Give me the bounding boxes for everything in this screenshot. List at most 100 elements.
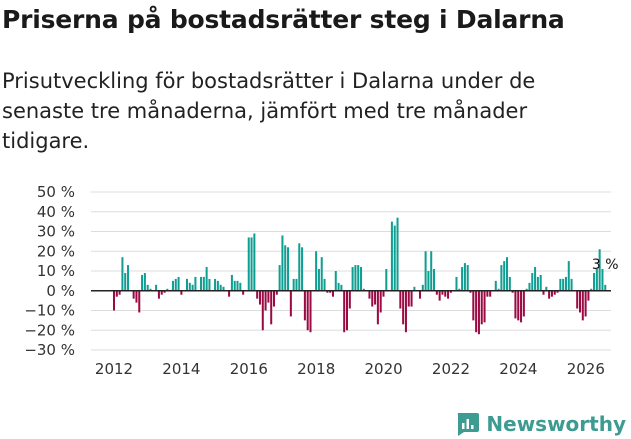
- bar: [309, 290, 312, 333]
- bar: [477, 290, 480, 335]
- bar: [230, 274, 233, 291]
- y-tick-label: 40 %: [37, 203, 75, 221]
- bar: [536, 276, 539, 291]
- y-tick-label: −10 %: [24, 302, 75, 320]
- bar: [351, 267, 354, 291]
- bar: [264, 290, 267, 311]
- bar: [525, 288, 528, 291]
- bar: [194, 276, 197, 291]
- bar: [584, 290, 587, 317]
- y-tick-label: −20 %: [24, 321, 75, 339]
- bar: [430, 251, 433, 291]
- bar: [368, 290, 371, 299]
- bar: [458, 288, 461, 291]
- bar: [157, 290, 160, 299]
- bar: [374, 290, 377, 305]
- bar: [444, 290, 447, 297]
- bar: [174, 278, 177, 291]
- bar: [441, 290, 444, 295]
- bar: [267, 290, 270, 303]
- brand-name: Newsworthy: [486, 411, 626, 436]
- bar: [503, 261, 506, 291]
- bar: [258, 290, 261, 305]
- newsworthy-brand: Newsworthy: [455, 411, 626, 436]
- bar: [590, 288, 593, 291]
- bar: [155, 284, 158, 291]
- bar: [494, 280, 497, 291]
- bar: [522, 290, 525, 317]
- bar: [505, 257, 509, 291]
- bar: [326, 290, 329, 293]
- bar: [200, 276, 203, 291]
- x-tick-label: 2024: [499, 360, 537, 378]
- bar: [298, 243, 301, 291]
- bar: [216, 280, 219, 291]
- bar: [278, 265, 281, 291]
- bar: [562, 278, 565, 291]
- bar: [438, 290, 441, 301]
- x-tick-label: 2022: [432, 360, 470, 378]
- bar: [418, 290, 421, 299]
- bar: [447, 290, 450, 299]
- bar: [475, 290, 478, 333]
- bar: [598, 249, 601, 291]
- bar: [202, 276, 205, 291]
- bar: [455, 276, 458, 291]
- bar: [508, 276, 511, 291]
- bar: [329, 290, 332, 293]
- bar: [250, 237, 253, 291]
- bar: [570, 278, 573, 291]
- bar: [295, 278, 298, 291]
- bar: [112, 290, 116, 311]
- gridlines: [91, 191, 611, 351]
- bar: [421, 284, 424, 291]
- bar: [132, 290, 135, 299]
- bar: [489, 290, 492, 297]
- bar: [180, 290, 183, 295]
- bar: [576, 290, 579, 309]
- bar: [146, 284, 149, 291]
- bar: [483, 290, 486, 323]
- bar: [228, 290, 231, 297]
- bar: [222, 286, 225, 291]
- chart-title: Priserna på bostadsrätter steg i Dalarna: [2, 5, 565, 34]
- bar: [511, 290, 514, 293]
- bar: [239, 282, 242, 291]
- bar: [433, 269, 436, 291]
- bar: [548, 290, 551, 299]
- y-axis-tick-labels: −30 % −20 %−10 % 0 % 10 % 20 %30 % 40 % 50 %: [24, 183, 75, 359]
- bar: [531, 272, 534, 291]
- bar: [435, 290, 438, 295]
- y-tick-label: 20 %: [37, 242, 75, 260]
- x-axis-tick-labels: 2012 2014 2016 2018 2020 2022 2024 2026: [95, 360, 605, 378]
- bar: [121, 257, 124, 291]
- bar: [247, 237, 250, 291]
- chart-subtitle: Prisutveckling för bostadsrätter i Dalar…: [2, 69, 536, 153]
- bar: [393, 225, 396, 291]
- bar: [287, 247, 290, 291]
- bar: [402, 290, 405, 325]
- y-tick-label: 10 %: [37, 262, 75, 280]
- bar: [306, 290, 309, 331]
- bar: [149, 288, 152, 291]
- bar: [357, 265, 360, 291]
- bar: [480, 290, 483, 325]
- bar: [261, 290, 264, 331]
- bar: [233, 280, 236, 291]
- bar: [323, 278, 326, 291]
- bar: [177, 276, 180, 291]
- bar: [587, 290, 590, 301]
- bar: [360, 267, 363, 291]
- newsworthy-logo-icon: [458, 413, 480, 436]
- x-tick-label: 2016: [230, 360, 268, 378]
- bar: [528, 282, 531, 291]
- bar: [315, 251, 318, 291]
- bar: [135, 290, 138, 303]
- y-tick-label: 30 %: [37, 223, 75, 241]
- bar: [124, 272, 127, 291]
- bar: [343, 290, 346, 333]
- bar: [138, 290, 141, 313]
- bar: [520, 290, 523, 323]
- bar: [292, 278, 295, 291]
- bar: [466, 265, 469, 291]
